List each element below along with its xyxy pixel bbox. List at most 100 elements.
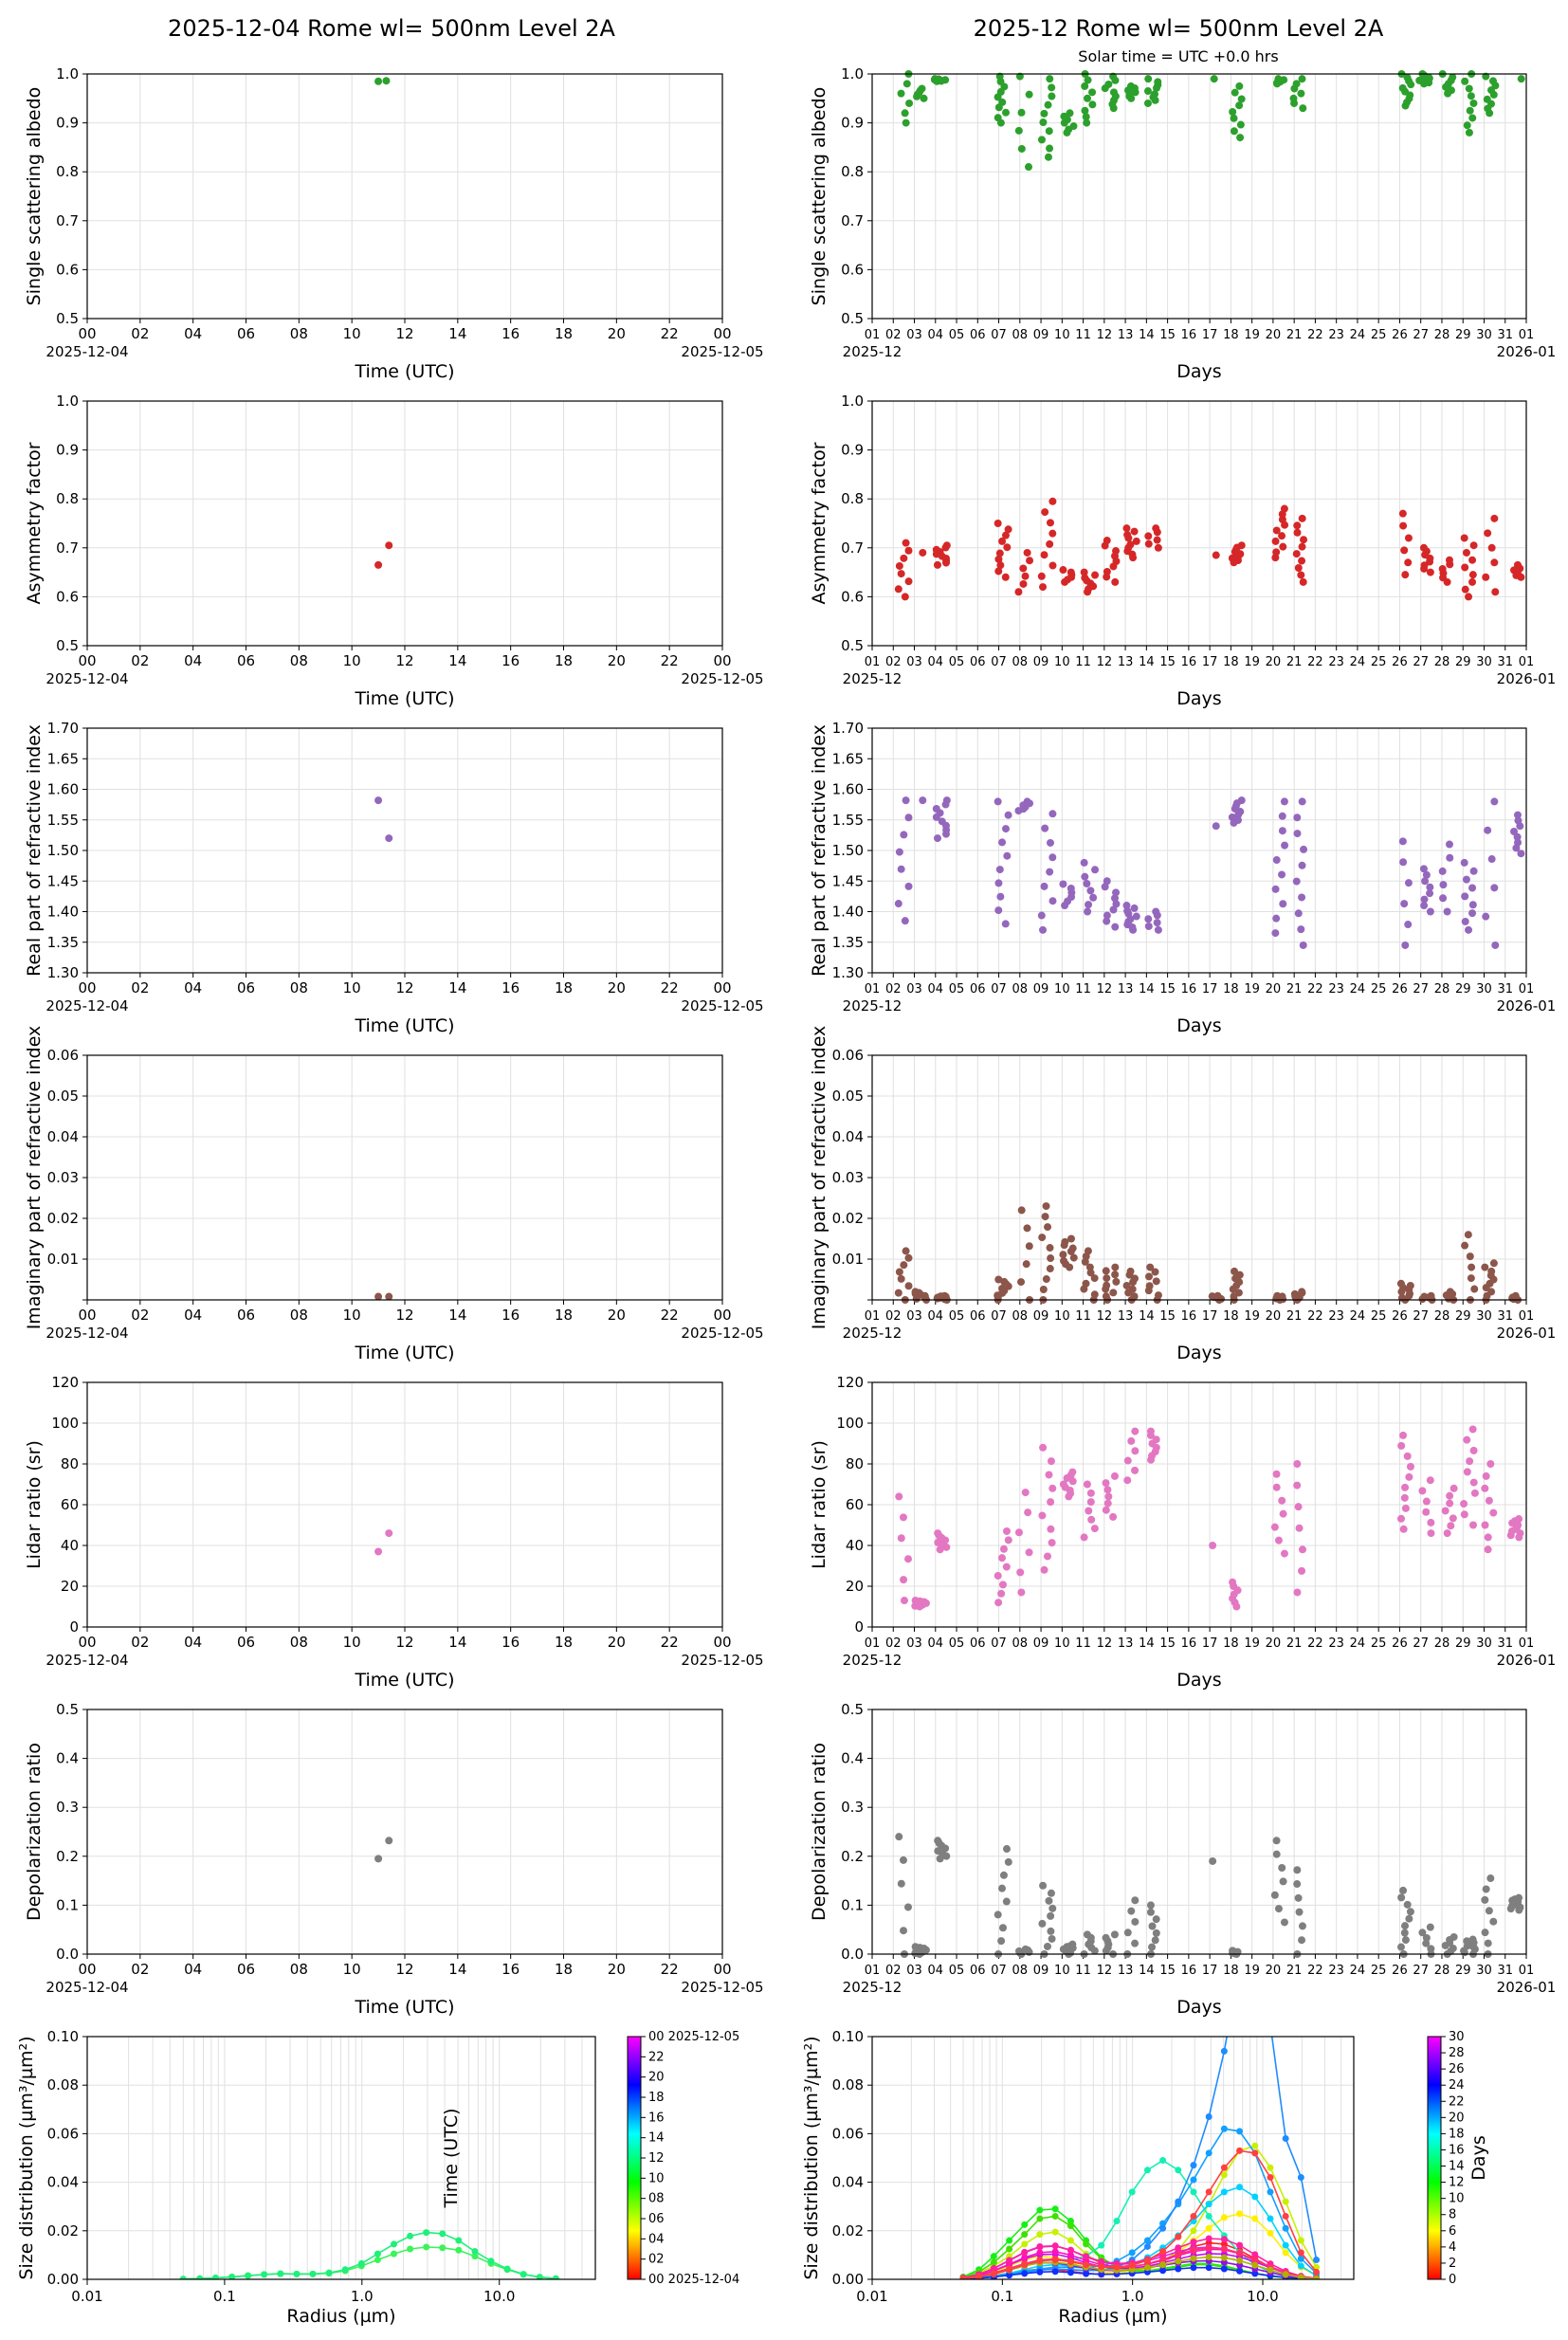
series-point <box>471 2248 479 2256</box>
series-point <box>1220 2188 1228 2196</box>
y-tick-label: 0.04 <box>47 1128 79 1145</box>
date-end-label: 2025-12-05 <box>681 997 763 1015</box>
data-point <box>374 560 383 569</box>
series-point <box>1313 2268 1321 2276</box>
x-tick-label: 18 <box>555 1307 573 1324</box>
data-point <box>1405 1472 1413 1481</box>
data-point <box>1468 1263 1476 1271</box>
series-point <box>390 2240 397 2248</box>
x-tick-label: 11 <box>1075 655 1091 669</box>
left-title: 2025-12-04 Rome wl= 500nm Level 2A <box>168 15 615 42</box>
data-point <box>1401 1922 1410 1930</box>
data-point <box>1406 1908 1414 1916</box>
date-start-label: 2025-12-04 <box>46 1325 128 1342</box>
panel-asym-daily: 0.5 0.6 0.7 0.8 0.9 1.0 00 02 04 06 08 10 12 14 16 18 20… <box>24 393 764 709</box>
data-point <box>1487 1288 1496 1296</box>
data-point <box>1003 543 1012 552</box>
x-tick-label: 07 <box>991 1964 1007 1978</box>
y-tick-label: 0.06 <box>47 1047 79 1064</box>
data-point <box>997 1589 1006 1598</box>
data-point <box>1066 109 1074 118</box>
x-tick-label: 08 <box>1012 1964 1029 1978</box>
series-point <box>1282 2271 1289 2278</box>
data-point <box>1039 1286 1048 1294</box>
plot-frame <box>871 400 1527 647</box>
data-point <box>1399 521 1408 530</box>
colorbar-tick-label: 0 <box>1449 2273 1456 2287</box>
data-point <box>920 94 928 102</box>
data-point <box>999 1545 1008 1553</box>
x-tick-label: 02 <box>885 1309 902 1324</box>
data-point <box>1046 519 1054 527</box>
data-point <box>1103 911 1111 920</box>
x-tick-label: 1.0 <box>351 2288 374 2305</box>
series-point <box>1220 2171 1228 2179</box>
series-point <box>1036 2268 1044 2276</box>
month-start-label: 2025-12 <box>843 1652 903 1669</box>
month-end-label: 2026-01 <box>1497 670 1557 687</box>
data-point <box>1468 909 1477 918</box>
data-point <box>901 917 909 925</box>
colorbar-tick-label: 22 <box>1449 2094 1465 2109</box>
series-point <box>536 2274 543 2279</box>
x-tick-label: 01 <box>865 655 881 669</box>
y-tick-label: 20 <box>61 1578 79 1595</box>
data-point <box>1481 1263 1489 1271</box>
series-point <box>1313 2275 1321 2279</box>
right-title: 2025-12 Rome wl= 500nm Level 2A <box>974 15 1384 42</box>
y-tick-label: 0.8 <box>841 163 864 180</box>
data-point <box>1152 1435 1160 1444</box>
y-tick-label: 0.06 <box>47 2125 79 2142</box>
data-point <box>900 1576 908 1584</box>
data-point <box>1037 136 1046 144</box>
date-start-label: 2025-12-04 <box>46 1979 128 1996</box>
data-point <box>1150 90 1158 99</box>
data-point <box>1021 572 1030 580</box>
data-point <box>903 1555 912 1563</box>
y-axis-label: Asymmetry factor <box>24 442 45 604</box>
data-point <box>1446 1491 1454 1500</box>
data-point <box>894 900 903 908</box>
x-tick-label: 20 <box>608 979 626 996</box>
x-tick-label: 28 <box>1434 328 1450 342</box>
data-point <box>1017 144 1026 153</box>
y-tick-label: 1.40 <box>832 904 864 921</box>
x-tick-label: 06 <box>970 328 986 342</box>
data-point <box>1421 877 1430 886</box>
data-point <box>903 1903 912 1911</box>
x-tick-label: 10 <box>1054 328 1070 342</box>
x-tick-label: 27 <box>1413 1636 1429 1651</box>
series-point <box>407 2245 414 2253</box>
x-tick-label: 18 <box>555 325 573 342</box>
data-point <box>1123 531 1132 539</box>
plot-frame <box>871 73 1527 320</box>
data-point <box>1293 1588 1302 1597</box>
x-tick-label: 29 <box>1455 1309 1471 1324</box>
colorbar-bar <box>627 2036 642 2280</box>
data-point <box>1088 88 1097 97</box>
x-tick-label: 02 <box>885 1636 902 1651</box>
series-point <box>1205 2244 1212 2252</box>
x-tick-label: 14 <box>1139 1636 1155 1651</box>
x-tick-label: 18 <box>1223 982 1239 996</box>
data-point <box>1468 1521 1477 1529</box>
x-tick-label: 24 <box>1350 655 1366 669</box>
data-point <box>1213 1291 1222 1300</box>
y-tick-label: 0.1 <box>841 1896 864 1913</box>
x-axis-label: Time (UTC) <box>354 1997 454 2018</box>
x-tick-label: 21 <box>1286 1309 1303 1324</box>
data-point <box>1001 573 1010 581</box>
series-point <box>1159 2248 1167 2256</box>
series-point <box>1251 2261 1259 2269</box>
series-point <box>1175 2244 1182 2252</box>
y-axis-label: Depolarization ratio <box>809 1743 830 1921</box>
x-tick-label: 16 <box>1181 1636 1197 1651</box>
x-tick-label: 14 <box>448 1961 466 1978</box>
date-end-label: 2025-12-05 <box>681 1979 763 1996</box>
x-tick-label: 00 <box>78 979 96 996</box>
series-point <box>990 2253 997 2260</box>
x-axis-label: Time (UTC) <box>354 1343 454 1363</box>
data-point <box>1144 539 1153 548</box>
data-point <box>1131 1939 1140 1947</box>
